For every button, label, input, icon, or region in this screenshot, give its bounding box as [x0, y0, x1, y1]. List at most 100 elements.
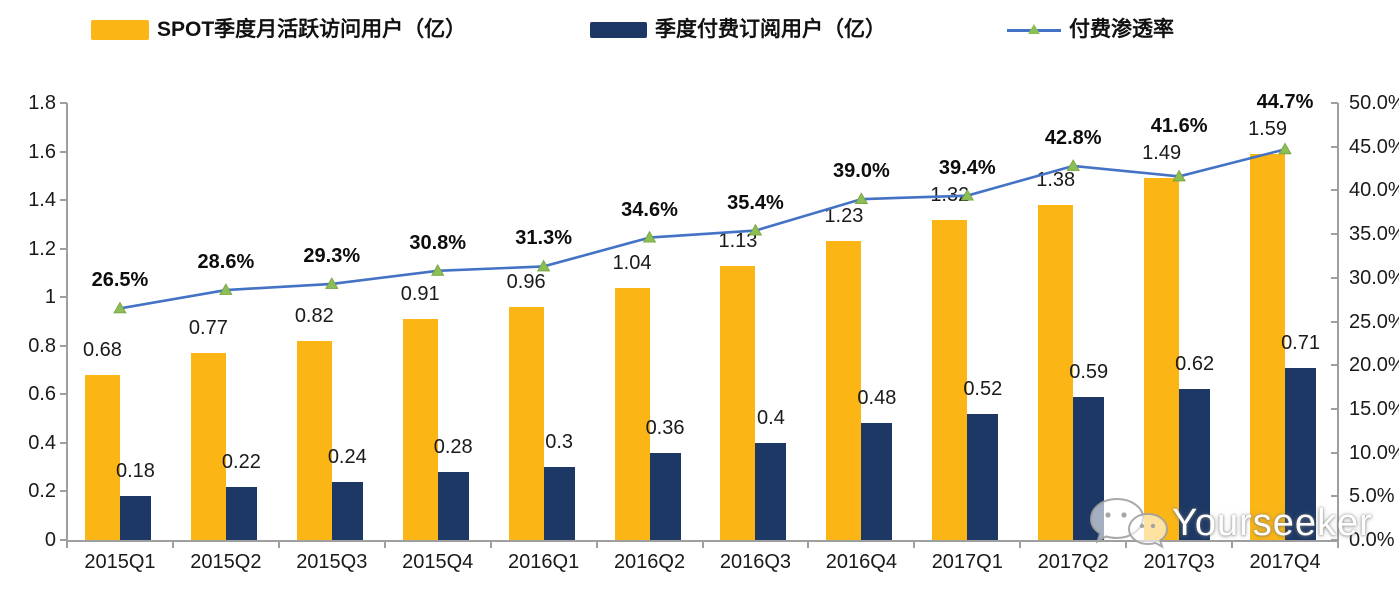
- x-axis-tick: [1231, 540, 1234, 548]
- line-marker-triangle-icon: [1278, 142, 1292, 155]
- watermark-text: Yourseeker: [1172, 502, 1373, 544]
- legend-label-subs: 季度付费订阅用户（亿）: [655, 18, 886, 41]
- bar-mau: [84, 374, 120, 540]
- penetration-label: 34.6%: [621, 198, 678, 221]
- bar-subs: [437, 472, 469, 540]
- x-axis-tick: [1337, 540, 1339, 548]
- y2-axis-tick-label: 20.0%: [1349, 354, 1399, 377]
- bar-label-subs: 0.71: [1281, 331, 1320, 354]
- legend-swatch-subs: [590, 22, 647, 38]
- penetration-label: 31.3%: [515, 227, 572, 250]
- y2-axis-tick-label: 50.0%: [1349, 92, 1399, 114]
- y2-axis-tick: [1331, 320, 1338, 323]
- y2-axis-tick-label: 0.0%: [1349, 529, 1395, 551]
- legend-swatch-mau: [91, 20, 149, 40]
- bar-subs: [1179, 389, 1211, 540]
- y2-axis-tick: [1331, 145, 1338, 148]
- bar-label-subs: 0.48: [857, 387, 897, 410]
- bar-mau: [720, 265, 756, 540]
- line-marker-triangle-icon: [854, 192, 869, 205]
- y-axis-tick: [60, 344, 67, 347]
- y-axis-tick-label: 1.4: [28, 189, 56, 212]
- y-axis-tick: [60, 247, 67, 250]
- legend-label-penetration: 付费渗透率: [1069, 18, 1174, 41]
- y2-axis-tick: [1331, 276, 1338, 279]
- line-marker-triangle-icon: [325, 277, 339, 289]
- bar-label-subs: 0.62: [1175, 353, 1215, 376]
- y2-axis-tick-label: 25.0%: [1349, 310, 1399, 333]
- y-axis-tick-label: 0.6: [28, 383, 56, 406]
- y-axis-tick-label: 0.8: [28, 334, 56, 357]
- x-axis-tick: [595, 540, 598, 548]
- bar-label-subs: 0.36: [645, 416, 685, 439]
- y-axis-tick: [60, 490, 67, 493]
- bar-label-subs: 0.28: [433, 436, 473, 459]
- y2-axis-tick: [1331, 539, 1338, 541]
- x-axis-tick: [489, 540, 492, 548]
- y-axis-tick-label: 1.8: [28, 92, 56, 114]
- x-axis-label: 2015Q2: [190, 551, 262, 573]
- bar-label-mau: 1.38: [1036, 168, 1076, 191]
- line-marker-triangle-icon: [431, 264, 445, 276]
- y2-axis-tick-label: 30.0%: [1349, 266, 1399, 289]
- penetration-label: 44.7%: [1256, 90, 1314, 113]
- x-axis-label: 2016Q4: [825, 551, 897, 573]
- legend-item-subs: 季度付费订阅用户（亿）: [590, 18, 886, 42]
- y2-axis-tick: [1331, 407, 1338, 410]
- y2-axis-tick-label: 15.0%: [1349, 397, 1399, 420]
- bar-subs: [649, 452, 681, 540]
- y-axis-tick: [60, 199, 67, 202]
- bar-label-subs: 0.24: [327, 445, 367, 468]
- y2-axis-tick-label: 35.0%: [1349, 223, 1399, 246]
- y2-axis-tick-label: 45.0%: [1349, 135, 1399, 158]
- y-axis-line-right: [1337, 103, 1339, 542]
- legend-label-mau: SPOT季度月活跃访问用户（亿）: [157, 18, 467, 41]
- bar-label-mau: 1.59: [1248, 117, 1287, 140]
- legend-item-mau: SPOT季度月活跃访问用户（亿）: [91, 18, 466, 42]
- y2-axis-tick-label: 10.0%: [1349, 441, 1399, 464]
- penetration-label: 39.4%: [938, 156, 996, 179]
- watermark: Yourseeker: [1086, 496, 1373, 550]
- bar-label-mau: 1.04: [612, 251, 652, 274]
- penetration-label: 26.5%: [91, 269, 149, 292]
- bar-label-mau: 0.68: [82, 338, 122, 361]
- x-axis-label: 2016Q1: [508, 551, 580, 573]
- penetration-label: 41.6%: [1150, 115, 1208, 138]
- y2-axis-tick-label: 5.0%: [1349, 485, 1395, 508]
- bar-label-subs: 0.52: [963, 377, 1003, 400]
- bar-label-mau: 0.96: [506, 270, 546, 293]
- bar-subs: [967, 413, 999, 540]
- bar-label-mau: 0.91: [400, 283, 440, 306]
- x-axis-tick: [913, 540, 916, 548]
- x-axis-tick: [277, 540, 280, 548]
- y-axis-tick: [60, 150, 67, 153]
- penetration-label: 35.4%: [727, 191, 784, 214]
- x-axis-tick: [701, 540, 704, 548]
- penetration-label: 30.8%: [409, 231, 467, 254]
- y2-axis-tick: [1331, 451, 1338, 454]
- y-axis-tick-label: 1.2: [28, 237, 56, 260]
- bar-label-mau: 1.23: [824, 205, 864, 228]
- bar-label-subs: 0.59: [1069, 360, 1109, 383]
- y-axis-tick: [60, 539, 67, 541]
- bar-label-mau: 0.82: [294, 304, 334, 327]
- x-axis-label: 2015Q4: [402, 551, 474, 573]
- x-axis-tick: [1125, 540, 1128, 548]
- bar-mau: [296, 340, 332, 540]
- bar-mau: [614, 287, 650, 540]
- penetration-label: 42.8%: [1044, 126, 1102, 149]
- y-axis-tick: [60, 296, 67, 299]
- legend-item-penetration: 付费渗透率: [1007, 18, 1174, 42]
- bar-subs: [543, 467, 575, 540]
- x-axis-label: 2016Q2: [613, 551, 686, 573]
- x-axis-label: 2016Q3: [719, 551, 792, 573]
- x-axis-label: 2015Q3: [296, 551, 368, 573]
- y2-axis-tick: [1331, 102, 1338, 104]
- bar-subs: [1285, 367, 1317, 540]
- x-axis-tick: [171, 540, 174, 548]
- line-marker-triangle-icon: [536, 259, 551, 272]
- bar-mau: [508, 306, 544, 540]
- penetration-label: 39.0%: [833, 160, 890, 183]
- bar-label-subs: 0.22: [221, 450, 261, 473]
- bar-mau: [402, 319, 438, 540]
